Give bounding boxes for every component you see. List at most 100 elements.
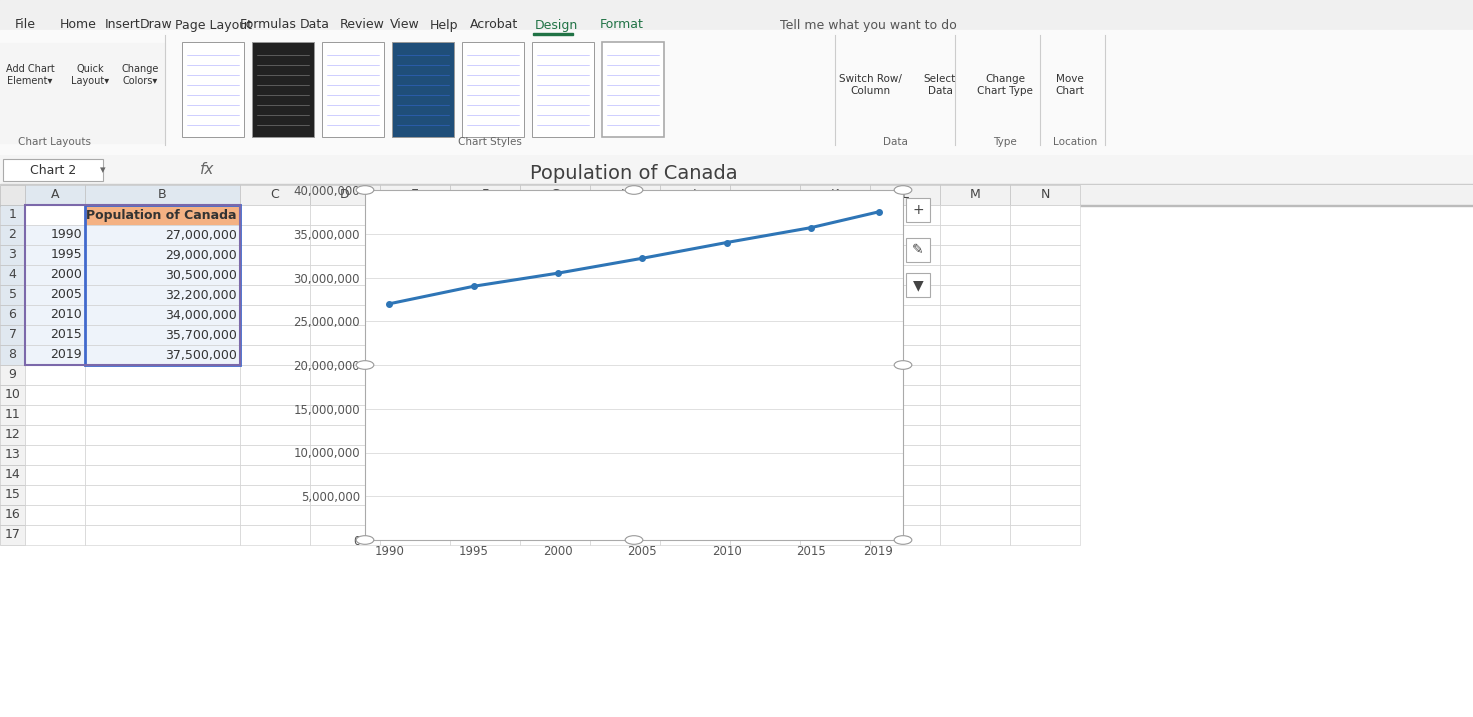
Bar	[380, 445, 449, 465]
Bar	[871, 445, 940, 465]
Bar	[591, 245, 660, 265]
Bar	[520, 325, 591, 345]
Bar	[309, 365, 380, 385]
Bar	[660, 305, 731, 325]
Bar	[85, 345, 240, 365]
Bar	[731, 245, 800, 265]
Bar	[520, 425, 591, 445]
Bar	[660, 505, 731, 525]
Text: 10: 10	[4, 389, 21, 402]
Bar	[0, 465, 25, 485]
Bar	[449, 505, 520, 525]
Text: 29,000,000: 29,000,000	[165, 249, 237, 262]
Bar	[25, 525, 85, 545]
Bar	[660, 325, 731, 345]
Bar	[731, 465, 800, 485]
Bar	[85, 405, 240, 425]
Bar	[800, 265, 871, 285]
Bar	[731, 265, 800, 285]
Bar	[25, 265, 85, 285]
Bar	[520, 405, 591, 425]
Text: 6: 6	[9, 308, 16, 321]
Bar	[0, 205, 1473, 206]
Text: 2015: 2015	[50, 328, 82, 341]
Bar	[449, 405, 520, 425]
Text: Change
Chart Type: Change Chart Type	[977, 74, 1033, 96]
Bar	[240, 465, 309, 485]
Text: 9: 9	[9, 369, 16, 381]
Bar	[591, 265, 660, 285]
Bar	[240, 365, 309, 385]
Bar	[0, 185, 1473, 205]
Bar	[731, 425, 800, 445]
Text: ▼: ▼	[913, 278, 924, 292]
Bar	[940, 305, 1010, 325]
Text: 4: 4	[9, 268, 16, 282]
Bar	[380, 505, 449, 525]
Text: M: M	[969, 189, 981, 201]
Text: K: K	[831, 189, 840, 201]
Bar	[731, 205, 800, 225]
Text: ✎: ✎	[912, 243, 924, 257]
Bar	[309, 445, 380, 465]
Bar	[1010, 525, 1080, 545]
Bar	[380, 285, 449, 305]
Text: 27,000,000: 27,000,000	[165, 229, 237, 242]
Text: 35,700,000: 35,700,000	[165, 328, 237, 341]
Bar	[591, 405, 660, 425]
Text: Review: Review	[340, 19, 384, 32]
Bar	[906, 198, 929, 222]
Bar	[520, 445, 591, 465]
Bar	[800, 325, 871, 345]
Bar	[1010, 405, 1080, 425]
Bar	[591, 185, 660, 205]
Bar	[85, 285, 240, 305]
Bar	[323, 42, 384, 137]
Bar	[25, 505, 85, 525]
Bar	[380, 465, 449, 485]
Bar	[309, 225, 380, 245]
Bar	[25, 325, 85, 345]
Bar	[85, 485, 240, 505]
Bar	[591, 285, 660, 305]
Bar	[85, 225, 240, 245]
Bar	[731, 525, 800, 545]
Bar	[85, 425, 240, 445]
Bar	[660, 525, 731, 545]
Bar	[940, 505, 1010, 525]
Bar	[449, 385, 520, 405]
Bar	[591, 365, 660, 385]
Text: Switch Row/
Column: Switch Row/ Column	[838, 74, 901, 96]
Bar	[602, 42, 664, 137]
Text: F: F	[482, 189, 489, 201]
Bar	[1010, 465, 1080, 485]
Bar	[0, 185, 25, 205]
Bar	[309, 525, 380, 545]
Bar	[940, 385, 1010, 405]
Bar	[591, 485, 660, 505]
Bar	[940, 265, 1010, 285]
Bar	[731, 305, 800, 325]
Bar	[800, 365, 871, 385]
Bar	[940, 345, 1010, 365]
Bar	[731, 345, 800, 365]
Text: Add Chart
Element▾: Add Chart Element▾	[6, 65, 55, 86]
Bar	[449, 245, 520, 265]
Bar	[380, 325, 449, 345]
Bar	[731, 405, 800, 425]
Bar	[731, 385, 800, 405]
Bar	[25, 365, 85, 385]
Bar	[1010, 505, 1080, 525]
Text: Tell me what you want to do: Tell me what you want to do	[781, 19, 957, 32]
Bar	[800, 305, 871, 325]
Bar	[449, 225, 520, 245]
Bar	[380, 385, 449, 405]
Bar	[660, 405, 731, 425]
Bar	[520, 525, 591, 545]
Text: fx: fx	[200, 163, 215, 178]
Bar	[871, 285, 940, 305]
Bar	[660, 365, 731, 385]
Text: 8: 8	[9, 348, 16, 361]
Bar	[85, 205, 240, 365]
Bar	[449, 525, 520, 545]
